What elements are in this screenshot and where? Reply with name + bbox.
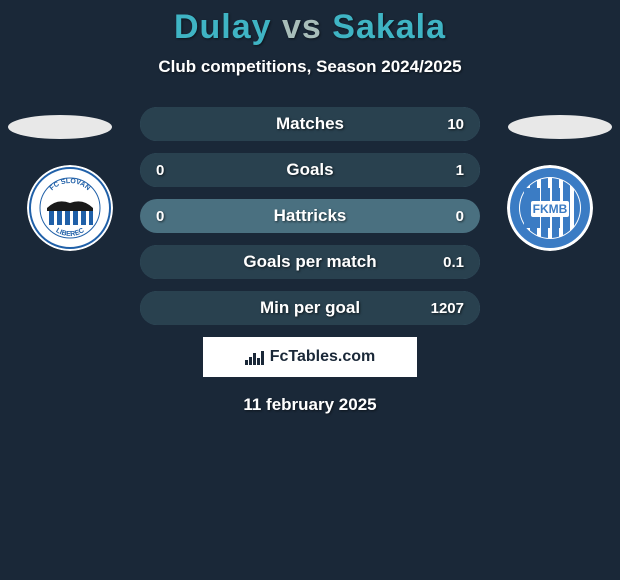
stat-value-right: 0.1 (443, 254, 464, 271)
stat-label: Min per goal (260, 298, 360, 318)
stat-bar: 0 Goals 1 (140, 153, 480, 187)
club-badge-left: FC SLOVAN LIBEREC (27, 165, 113, 251)
comparison-title: Dulay vs Sakala (0, 0, 620, 47)
chart-icon (245, 349, 264, 365)
player1-name: Dulay (174, 8, 272, 46)
player2-name: Sakala (332, 8, 446, 46)
stat-label: Matches (276, 114, 344, 134)
stat-value-right: 1 (456, 162, 464, 179)
stat-bar: Min per goal 1207 (140, 291, 480, 325)
stat-value-right: 10 (447, 116, 464, 133)
player1-ellipse (8, 115, 112, 139)
club-badge-right: FKMB (507, 165, 593, 251)
date-text: 11 february 2025 (0, 395, 620, 415)
brand-text: FcTables.com (270, 348, 376, 366)
stats-container: Matches100Goals10Hattricks0Goals per mat… (140, 107, 480, 325)
stat-bar: Matches 10 (140, 107, 480, 141)
stat-value-right: 1207 (431, 300, 464, 317)
fkmb-logo: FKMB (507, 165, 593, 251)
stat-value-left: 0 (156, 162, 164, 179)
stat-label: Goals per match (243, 252, 376, 272)
player2-ellipse (508, 115, 612, 139)
slovan-liberec-logo: FC SLOVAN LIBEREC (27, 165, 113, 251)
svg-text:FKMB: FKMB (533, 202, 568, 216)
vs-text: vs (282, 8, 322, 46)
content-area: FC SLOVAN LIBEREC (0, 107, 620, 415)
brand-box: FcTables.com (203, 337, 417, 377)
stat-bar: 0 Hattricks 0 (140, 199, 480, 233)
stat-bar: Goals per match 0.1 (140, 245, 480, 279)
subtitle: Club competitions, Season 2024/2025 (0, 57, 620, 77)
stat-label: Goals (286, 160, 333, 180)
stat-label: Hattricks (274, 206, 347, 226)
stat-value-left: 0 (156, 208, 164, 225)
stat-value-right: 0 (456, 208, 464, 225)
